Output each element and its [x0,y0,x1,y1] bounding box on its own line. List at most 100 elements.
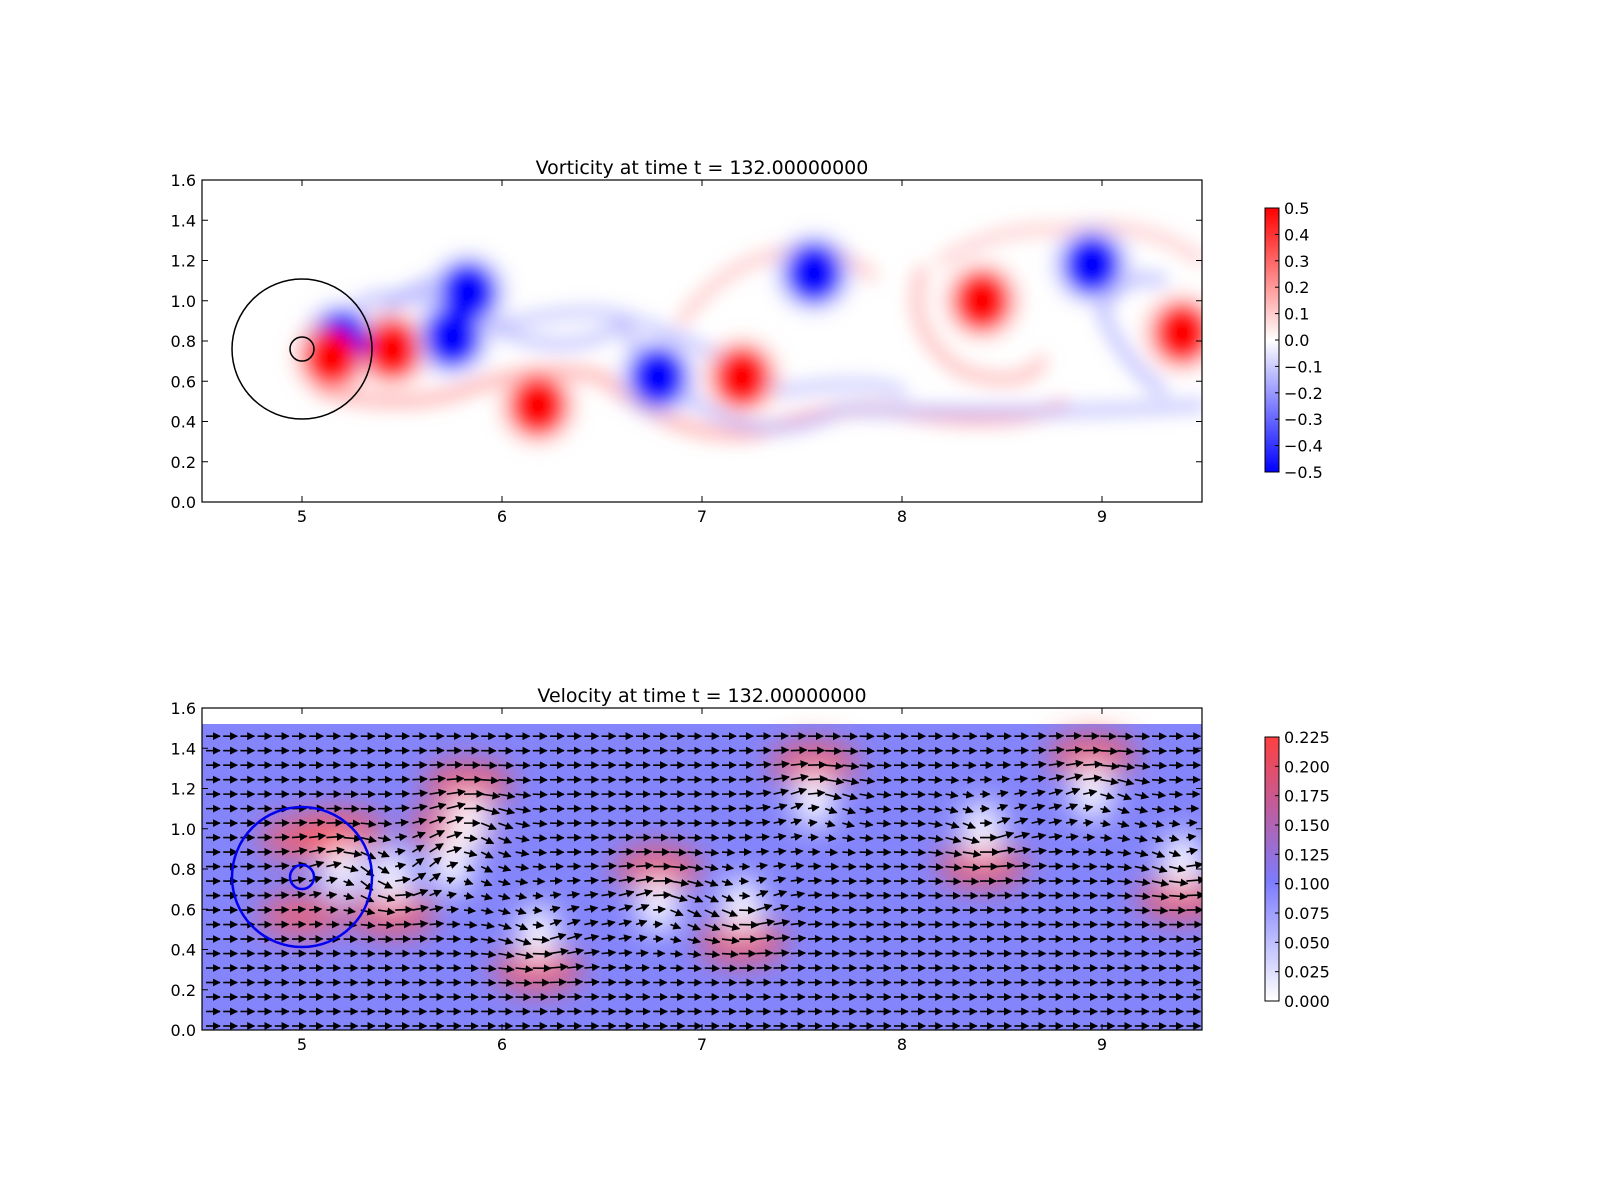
quiver-arrow [824,792,843,801]
quiver-arrow [996,817,1011,825]
quiver-arrow [670,949,684,958]
quiver-arrow [1048,774,1065,782]
quiver-arrow [773,746,790,755]
vel-colorbar-label: 0.175 [1284,787,1330,806]
quiver-arrow [309,832,327,841]
quiver-arrow [429,889,443,898]
vort-xtick-label: 7 [697,507,707,526]
quiver-arrow [704,923,721,932]
quiver-arrow [274,833,290,842]
quiver-arrow [1065,773,1084,781]
vort-ytick-label: 0.2 [171,453,196,472]
quiver-arrow [463,864,476,872]
quiver-arrow [635,919,648,928]
quiver-arrow [1048,818,1063,826]
vort-ytick-label: 0.8 [171,332,196,351]
quiver-arrow [790,746,808,755]
quiver-arrow [549,905,561,914]
quiver-arrow [876,819,892,828]
vel-colorbar-label: 0.050 [1284,933,1330,952]
quiver-arrow [635,934,648,943]
quiver-arrow [601,890,617,899]
quiver-arrow [704,894,719,903]
quiver-arrow [498,951,515,960]
quiver-arrow [859,746,875,755]
quiver-arrow [480,892,493,901]
quiver-arrow [618,919,633,928]
quiver-arrow [790,773,809,782]
quiver-arrow [1169,834,1180,843]
quiver-arrow [756,862,768,871]
quiver-arrow [515,965,534,974]
quiver-arrow [584,978,600,987]
quiver-arrow [842,820,855,829]
vort-colorbar-label: 0.5 [1284,199,1309,218]
velocity-lowspeed-core [794,772,834,829]
quiver-arrow [876,776,892,785]
quiver-arrow [326,846,345,855]
quiver-arrow [790,787,808,796]
vorticity-vortex [512,377,564,434]
quiver-arrow [653,920,663,929]
quiver-arrow [842,747,859,756]
quiver-arrow [360,935,376,944]
quiver-arrow [326,876,338,885]
quiver-arrow [1168,849,1182,858]
quiver-arrow [343,834,363,843]
quiver-arrow [446,760,464,769]
quiver-arrow [635,889,653,897]
quiver-arrow [825,746,843,755]
quiver-arrow [446,891,457,900]
vort-xtick-label: 8 [897,507,907,526]
vort-ytick-label: 1.6 [171,171,196,190]
quiver-arrow [756,803,771,812]
quiver-arrow [601,919,616,928]
quiver-arrow [1134,834,1148,843]
quiver-arrow [480,865,494,873]
quiver-arrow [360,819,377,828]
quiver-arrow [549,963,569,972]
quiver-arrow [756,774,772,783]
quiver-arrow [360,835,377,844]
quiver-arrow [566,918,581,927]
quiver-arrow [412,888,429,897]
quiver-arrow [567,947,585,956]
quiver-arrow [480,851,494,859]
quiver-arrow [842,806,856,815]
quiver-arrow [326,891,338,900]
quiver-arrow [515,978,533,987]
quiver-arrow [807,775,828,784]
quiver-arrow [498,937,514,945]
quiver-arrow [859,848,874,857]
vort-cylinder-circle [289,336,315,362]
quiver-arrow [945,790,959,799]
quiver-arrow [1169,878,1189,887]
quiver-arrow [498,822,514,830]
vort-colorbar-label: 0.2 [1284,278,1309,297]
quiver-arrow [1031,774,1047,783]
quiver-arrow [429,788,447,797]
quiver-arrow [1100,805,1111,814]
quiver-arrow [876,790,892,799]
quiver-arrow [687,936,701,945]
vel-ytick-label: 1.6 [171,699,196,718]
quiver-arrow [377,921,395,930]
quiver-arrow [1134,864,1150,872]
quiver-arrow [498,761,515,770]
quiver-arrow [429,829,446,839]
quiver-arrow [1151,879,1170,887]
quiver-arrow [343,878,355,887]
quiver-arrow [1083,774,1103,783]
vort-colorbar-label: 0.4 [1284,225,1309,244]
vorticity-shear-layer [1096,273,1167,397]
quiver-arrow [1134,820,1148,829]
quiver-arrow [1117,863,1133,872]
quiver-arrow [549,891,562,900]
vort-colorbar-label: −0.4 [1284,437,1323,456]
quiver-arrow [704,848,720,857]
quiver-arrow [670,908,684,917]
quiver-arrow [343,906,356,915]
quiver-arrow [549,919,563,927]
quiver-arrow [1083,746,1102,755]
quiver-arrow [515,922,529,931]
